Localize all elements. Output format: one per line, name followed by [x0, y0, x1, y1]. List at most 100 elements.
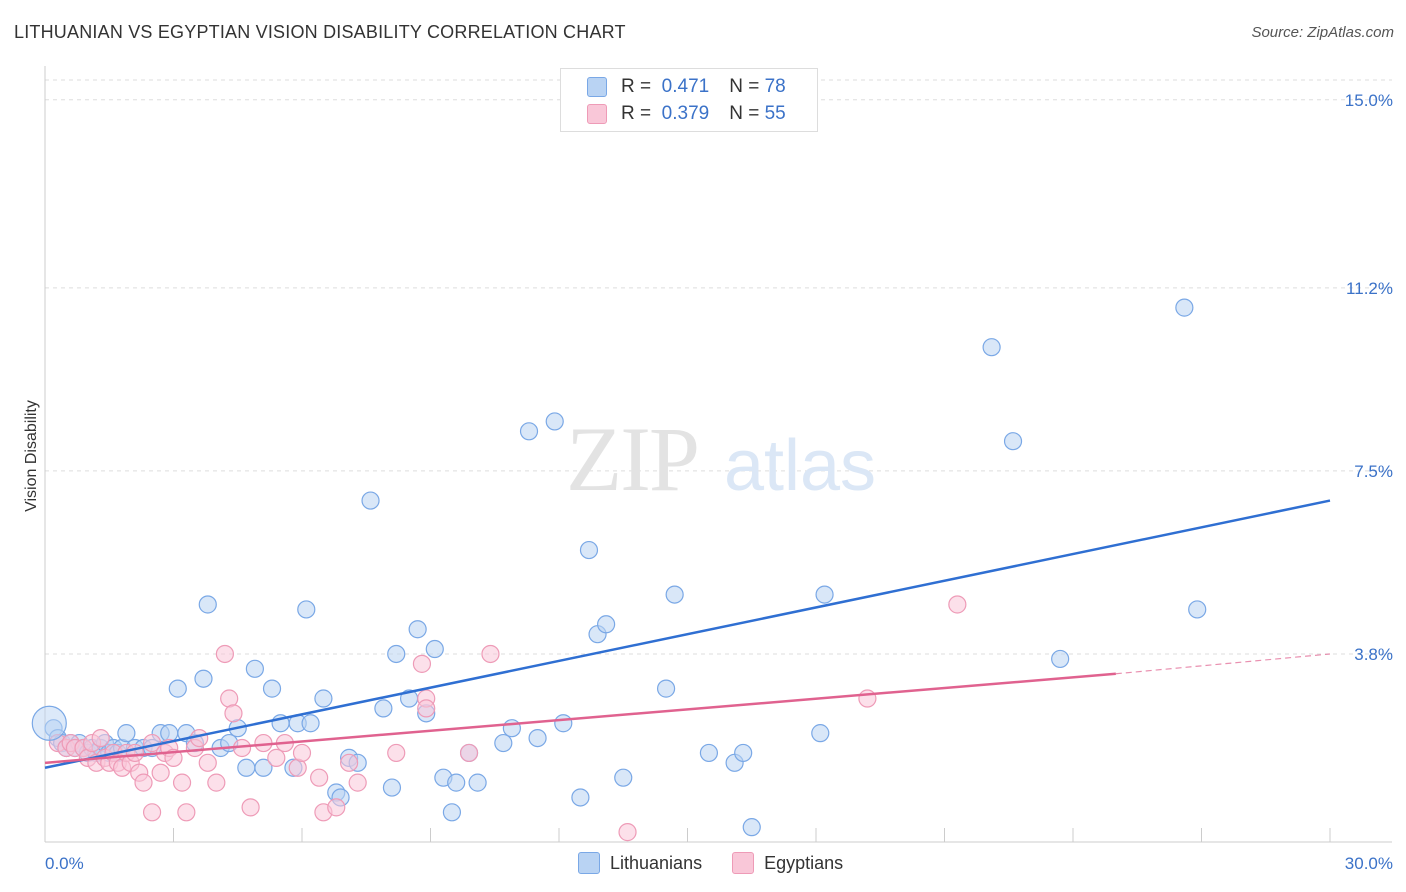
data-point-lithuanians	[442, 803, 462, 822]
series-legend-lithuanians: Lithuanians	[578, 852, 702, 874]
watermark-zip: ZIP	[566, 408, 698, 510]
data-point-lithuanians	[545, 412, 564, 431]
series-legend-egyptians: Egyptians	[732, 852, 843, 874]
data-point-lithuanians	[742, 818, 761, 837]
data-point-lithuanians	[297, 600, 316, 619]
data-point-egyptians	[134, 773, 153, 792]
data-point-lithuanians	[301, 714, 320, 733]
y-tick-label: 3.8%	[1354, 645, 1393, 664]
legend-n-value: 78	[764, 76, 786, 97]
data-point-egyptians	[340, 753, 359, 772]
data-point-egyptians	[224, 704, 243, 723]
data-point-lithuanians	[314, 689, 333, 708]
legend-n-value: 55	[764, 103, 786, 124]
legend-swatch-lithuanians	[587, 77, 607, 97]
data-point-egyptians	[387, 743, 406, 763]
series-swatch-egyptians	[732, 852, 755, 874]
data-point-egyptians	[207, 773, 226, 792]
data-points	[31, 298, 1207, 842]
data-point-lithuanians	[1188, 600, 1207, 619]
y-tick-label: 15.0%	[1345, 91, 1393, 110]
legend-swatch-egyptians	[587, 104, 607, 124]
data-point-lithuanians	[614, 768, 633, 787]
data-point-lithuanians	[554, 714, 573, 733]
data-point-egyptians	[310, 768, 329, 787]
data-point-lithuanians	[656, 679, 676, 698]
legend-row-egyptians: R = 0.379 N = 55	[587, 102, 786, 126]
series-swatch-lithuanians	[578, 852, 600, 874]
data-point-lithuanians	[519, 422, 539, 441]
trend-line-extension-egyptians	[1115, 653, 1331, 675]
data-point-egyptians	[91, 728, 110, 748]
y-tick-label: 7.5%	[1354, 462, 1393, 481]
data-point-lithuanians	[117, 724, 136, 743]
data-point-egyptians	[481, 644, 500, 664]
data-point-lithuanians	[665, 585, 684, 604]
data-point-egyptians	[177, 803, 196, 822]
data-point-lithuanians	[237, 758, 256, 777]
data-point-egyptians	[412, 654, 432, 673]
watermark: ZIP atlas	[566, 408, 876, 510]
watermark-atlas: atlas	[724, 426, 876, 506]
y-tick-label: 11.2%	[1346, 279, 1393, 298]
data-point-lithuanians	[502, 719, 521, 738]
data-point-egyptians	[267, 748, 286, 767]
data-point-egyptians	[348, 773, 367, 792]
data-point-egyptians	[241, 798, 260, 817]
data-point-lithuanians	[528, 728, 547, 748]
data-point-lithuanians	[597, 615, 616, 634]
series-label-lithuanians: Lithuanians	[610, 852, 703, 873]
data-point-egyptians	[198, 753, 217, 772]
data-point-lithuanians	[374, 699, 393, 718]
trend-lines	[44, 499, 1331, 770]
data-point-lithuanians	[387, 644, 406, 664]
trend-line-lithuanians	[44, 499, 1331, 770]
legend-n-label: N =	[729, 103, 760, 124]
data-point-lithuanians	[815, 585, 834, 604]
gridlines	[45, 79, 1392, 655]
x-tick-label: 0.0%	[45, 854, 84, 873]
data-point-lithuanians	[361, 491, 380, 510]
data-point-lithuanians	[254, 758, 273, 777]
data-point-lithuanians	[1003, 432, 1023, 451]
legend-r-value: 0.471	[661, 76, 710, 97]
data-point-lithuanians	[168, 679, 187, 698]
legend-r-value: 0.379	[661, 103, 710, 124]
data-point-egyptians	[151, 763, 170, 782]
data-point-lithuanians	[245, 659, 264, 678]
data-point-egyptians	[417, 699, 436, 718]
data-point-lithuanians	[1175, 298, 1194, 317]
data-point-egyptians	[142, 803, 162, 822]
data-point-lithuanians	[494, 733, 513, 753]
data-point-lithuanians	[382, 778, 402, 797]
data-point-lithuanians	[468, 773, 487, 792]
data-point-lithuanians	[982, 338, 1001, 357]
chart-title: LITHUANIAN VS EGYPTIAN VISION DISABILITY…	[14, 22, 626, 42]
x-tick-label: 30.0%	[1345, 854, 1393, 873]
data-point-lithuanians	[699, 743, 719, 763]
data-point-lithuanians	[262, 679, 282, 698]
data-point-egyptians	[292, 743, 312, 763]
data-point-lithuanians	[1051, 649, 1070, 669]
data-point-egyptians	[215, 644, 234, 664]
legend-n-label: N =	[729, 76, 760, 97]
legend-r-label: R =	[621, 103, 652, 124]
data-point-lithuanians	[425, 639, 444, 659]
data-point-lithuanians	[408, 620, 427, 639]
data-point-lithuanians	[734, 743, 753, 763]
data-point-egyptians	[459, 743, 479, 763]
data-point-egyptians	[327, 798, 346, 817]
series-label-egyptians: Egyptians	[764, 852, 844, 873]
data-point-lithuanians	[194, 669, 213, 688]
legend-r-label: R =	[621, 76, 652, 97]
data-point-egyptians	[858, 689, 877, 708]
data-point-lithuanians	[571, 788, 590, 807]
data-point-lithuanians	[447, 773, 466, 792]
data-point-lithuanians	[198, 595, 217, 614]
y-axis-label: Vision Disability	[23, 400, 40, 512]
data-point-egyptians	[618, 823, 637, 842]
source-label: Source: ZipAtlas.com	[1251, 24, 1394, 41]
data-point-lithuanians	[579, 540, 599, 560]
trend-line-egyptians	[44, 672, 1116, 765]
